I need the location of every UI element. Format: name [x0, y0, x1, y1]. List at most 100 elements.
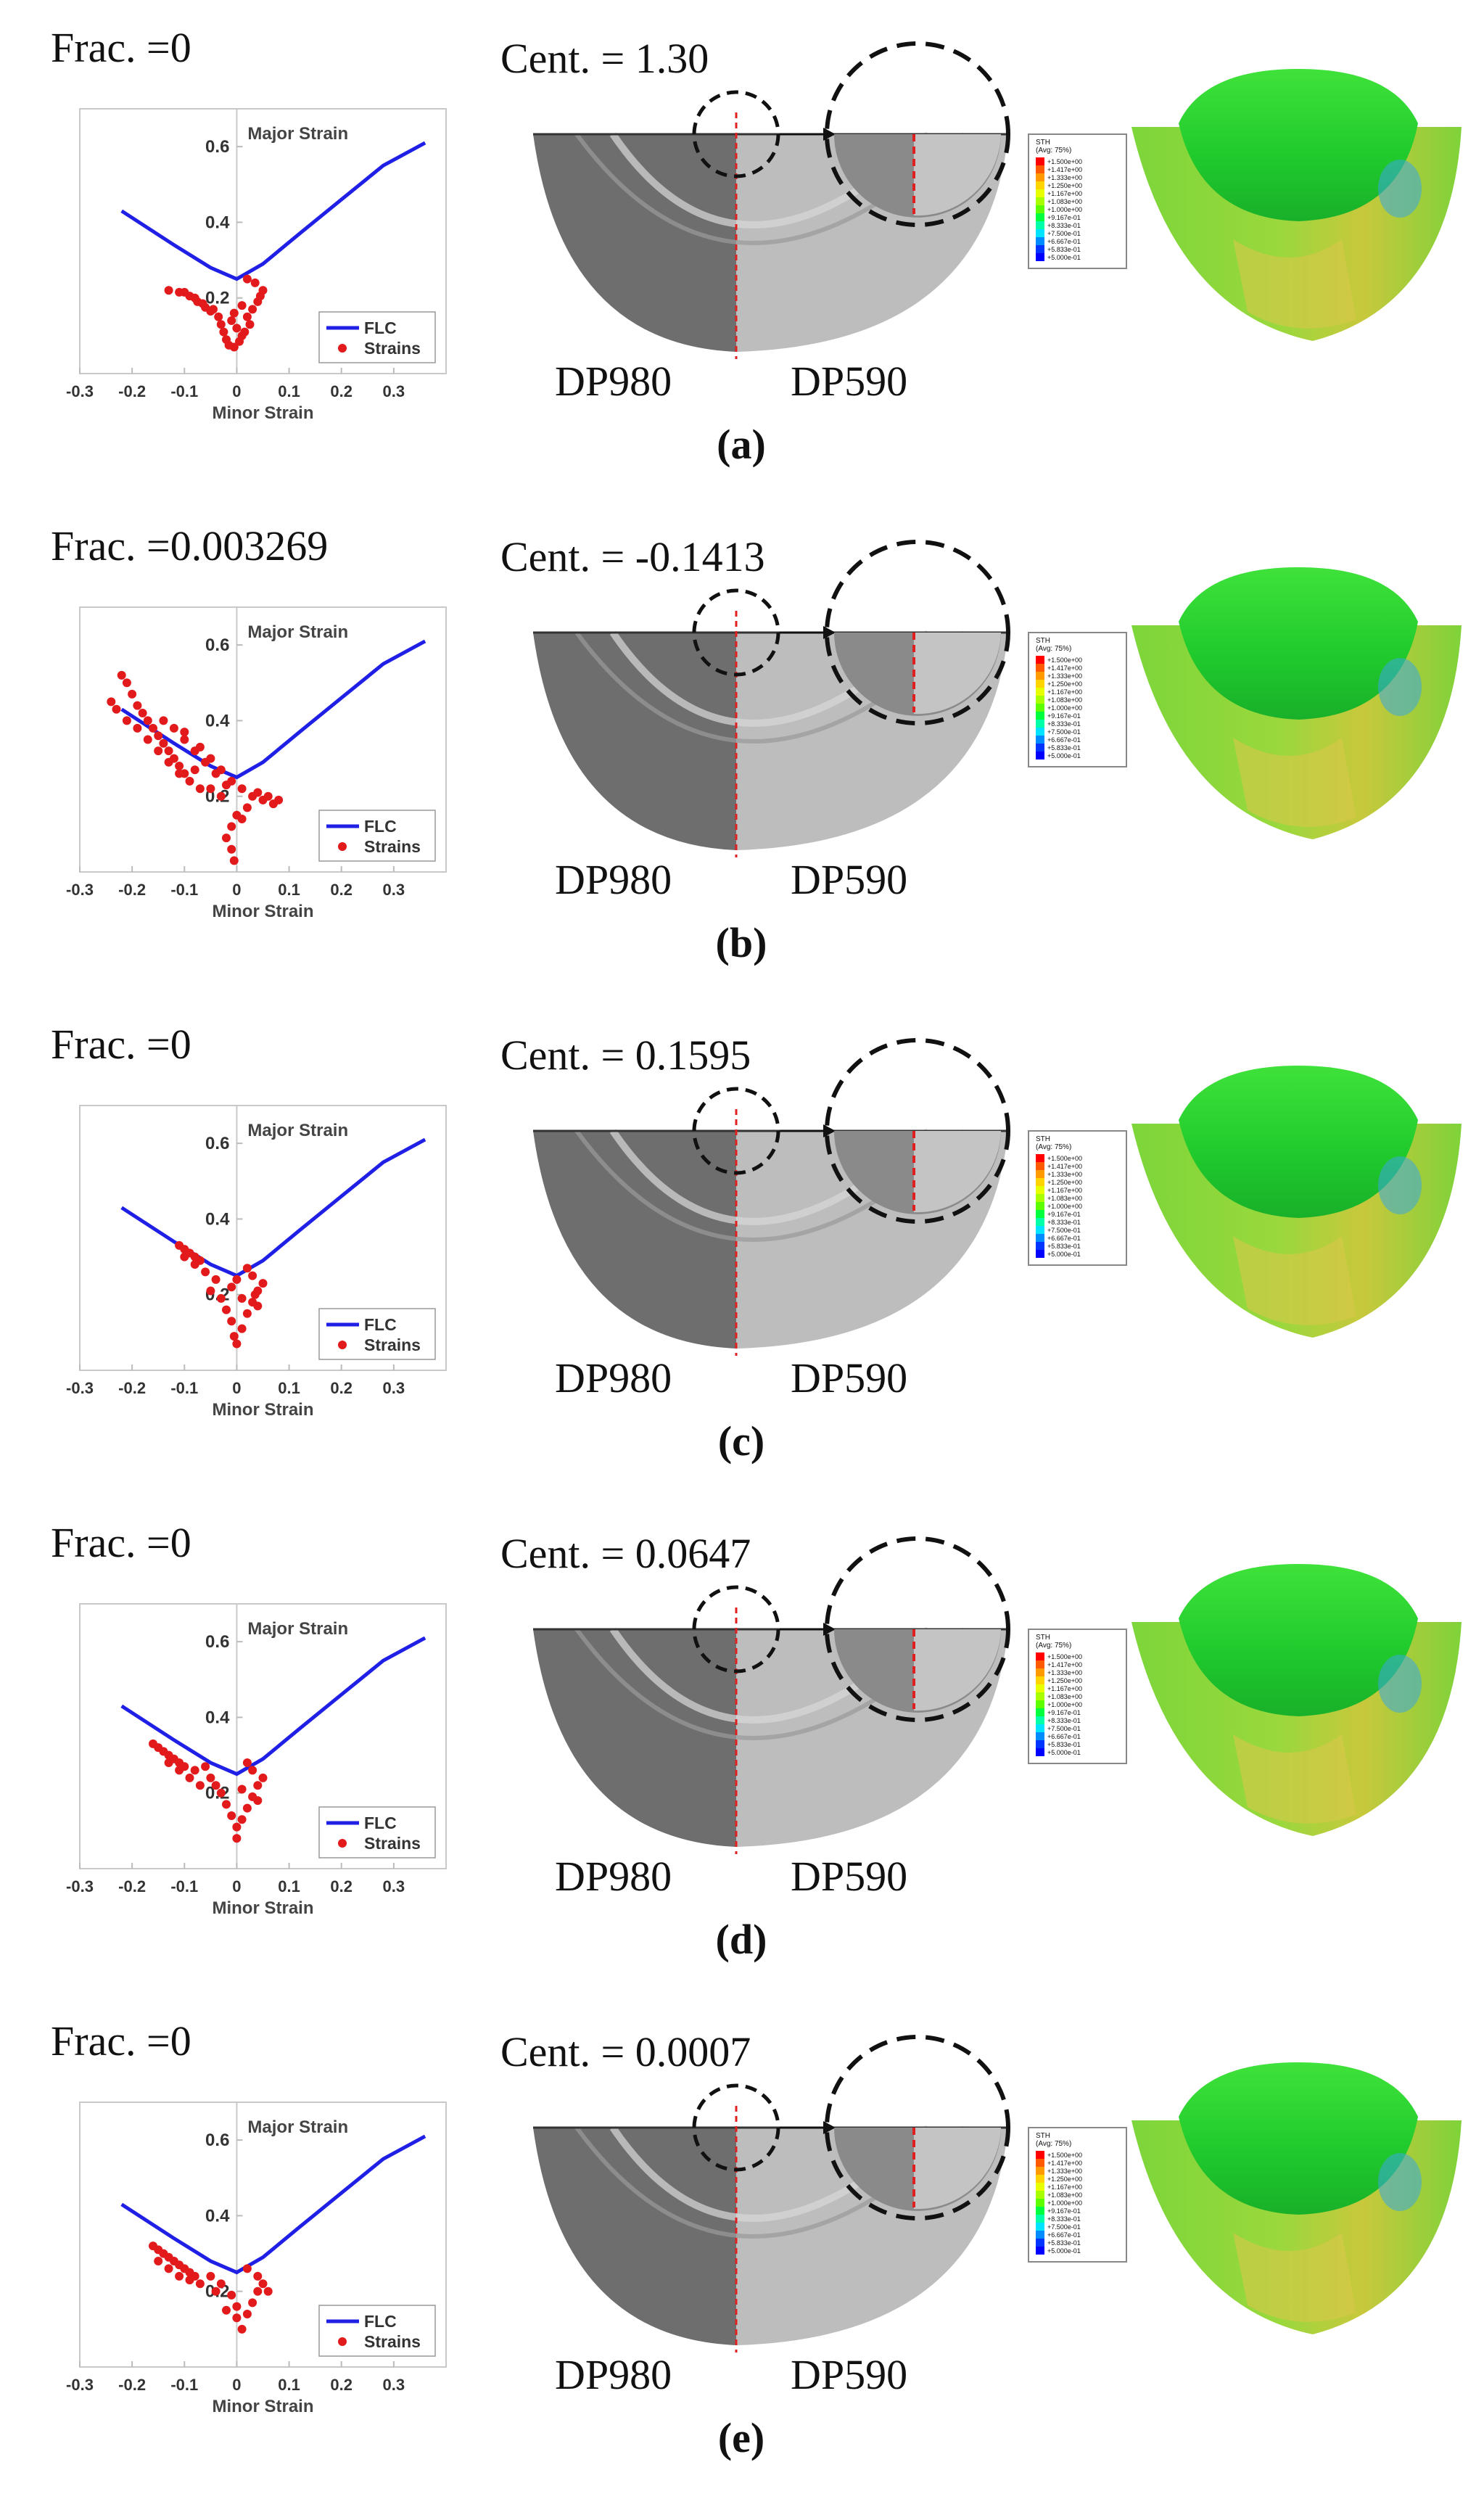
- y-tick-label: 0.4: [205, 1708, 230, 1727]
- arrow-head: [823, 1124, 836, 1137]
- strain-point: [227, 776, 236, 786]
- legend-strains-label: Strains: [364, 2332, 421, 2351]
- strain-point: [237, 1784, 247, 1794]
- strain-point: [206, 784, 215, 794]
- strain-point: [232, 1822, 242, 1832]
- contour-swatch: [1036, 1692, 1044, 1700]
- flc-line: [120, 1636, 426, 1777]
- strain-point: [222, 1800, 231, 1809]
- chart-title: Major Strain: [247, 2117, 348, 2137]
- contour-value: +5.000e-01: [1047, 254, 1081, 261]
- legend-strains-swatch: [338, 1839, 347, 1848]
- strain-point: [117, 670, 126, 680]
- part-dome: [1179, 1564, 1418, 1716]
- cup-section: [533, 540, 1010, 857]
- part-dome: [1179, 1066, 1418, 1218]
- x-tick-label: 0.2: [330, 881, 353, 899]
- contour-swatch: [1036, 728, 1044, 736]
- contour-value: +1.083e+00: [1047, 1195, 1082, 1202]
- contour-legend-avg: (Avg: 75%): [1036, 147, 1071, 155]
- strain-point: [237, 1815, 247, 1824]
- strain-point: [180, 728, 189, 737]
- contour-value: +8.333e-01: [1047, 1717, 1081, 1724]
- x-tick-label: 0: [232, 2376, 241, 2394]
- contour-swatch: [1036, 680, 1044, 688]
- strain-point: [175, 1766, 184, 1775]
- strain-point: [128, 689, 137, 699]
- strain-point: [242, 2264, 252, 2273]
- contour-value: +1.167e+00: [1047, 1685, 1082, 1692]
- x-tick-label: -0.1: [170, 1379, 198, 1397]
- detail-circle-small: [692, 90, 780, 178]
- detail-circle-large: [825, 540, 1010, 725]
- strain-point: [245, 320, 255, 329]
- legend-strains-label: Strains: [364, 1335, 421, 1354]
- strain-point: [258, 2279, 268, 2289]
- contour-value: +1.083e+00: [1047, 2191, 1082, 2199]
- part-dome: [1179, 69, 1418, 221]
- strain-point: [198, 299, 207, 308]
- strain-point: [232, 1275, 242, 1284]
- y-tick-label: 0.6: [205, 2131, 229, 2150]
- contour-swatch: [1036, 1660, 1044, 1668]
- contour-value: +1.250e+00: [1047, 1179, 1082, 1186]
- colored-part: [1131, 69, 1462, 341]
- strain-point: [227, 1317, 236, 1326]
- strain-point: [250, 278, 260, 287]
- strain-point: [253, 1796, 263, 1806]
- contour-value: +1.417e+00: [1047, 1163, 1082, 1170]
- strain-point: [211, 2286, 220, 2296]
- contour-swatch: [1036, 205, 1044, 213]
- detail-circle-large: [825, 41, 1010, 227]
- chart-legend: FLC Strains: [318, 311, 436, 363]
- strain-point: [149, 723, 157, 733]
- contour-swatch: [1036, 2159, 1044, 2167]
- contour-value: +1.333e+00: [1047, 1171, 1082, 1178]
- x-tick-label: 0.3: [383, 881, 405, 899]
- strain-point: [185, 1773, 194, 1782]
- chart-title: Major Strain: [247, 1619, 348, 1639]
- strain-point: [216, 320, 226, 329]
- contour-swatch: [1036, 656, 1044, 664]
- strain-point: [242, 1264, 252, 1273]
- contour-value: +8.333e-01: [1047, 720, 1081, 728]
- part-coldspot: [1378, 1156, 1422, 1214]
- dp980-half: [533, 1629, 736, 1847]
- zoom-fill-right: [914, 134, 1001, 216]
- contour-legend: STH(Avg: 75%) +1.500e+00+1.417e+00+1.333e…: [1028, 2127, 1127, 2263]
- arrow-head: [823, 2121, 836, 2134]
- x-tick-label: 0.1: [278, 2376, 300, 2394]
- strain-point: [143, 735, 152, 744]
- contour-swatch: [1036, 2247, 1044, 2255]
- contour-swatch: [1036, 1708, 1044, 1716]
- contour-value: +5.000e-01: [1047, 752, 1081, 759]
- strain-point: [216, 791, 226, 801]
- strain-point: [201, 1267, 210, 1277]
- part-hotspot: [1233, 2233, 1356, 2322]
- contour-value: +6.667e-01: [1047, 2231, 1081, 2239]
- panel-2: Frac. =0.003269-0.3-0.2-0.100.10.20.30.2…: [51, 522, 1462, 966]
- x-tick-label: 0.3: [383, 382, 405, 400]
- contour-swatch: [1036, 213, 1044, 221]
- legend-box: [318, 1308, 436, 1360]
- contour-swatch: [1036, 1668, 1044, 1676]
- contour-swatch: [1036, 744, 1044, 752]
- strain-point: [227, 1811, 236, 1820]
- legend-box: [318, 311, 436, 363]
- strain-point: [206, 307, 215, 316]
- contour-value: +5.000e-01: [1047, 1251, 1081, 1258]
- contour-value: +5.833e-01: [1047, 744, 1081, 752]
- contour-value: +1.500e+00: [1047, 158, 1082, 165]
- contour-value: +1.167e+00: [1047, 688, 1082, 696]
- x-tick-label: 0.2: [330, 1379, 353, 1397]
- strain-point: [164, 757, 173, 767]
- contour-swatch: [1036, 165, 1044, 173]
- dp590-label: DP590: [791, 1853, 907, 1900]
- y-tick-label: 0.6: [205, 1632, 229, 1652]
- contour-value: +5.000e-01: [1047, 2247, 1081, 2255]
- x-axis-label: Minor Strain: [212, 902, 313, 921]
- strain-point: [122, 716, 131, 725]
- contour-value: +9.167e-01: [1047, 1709, 1081, 1716]
